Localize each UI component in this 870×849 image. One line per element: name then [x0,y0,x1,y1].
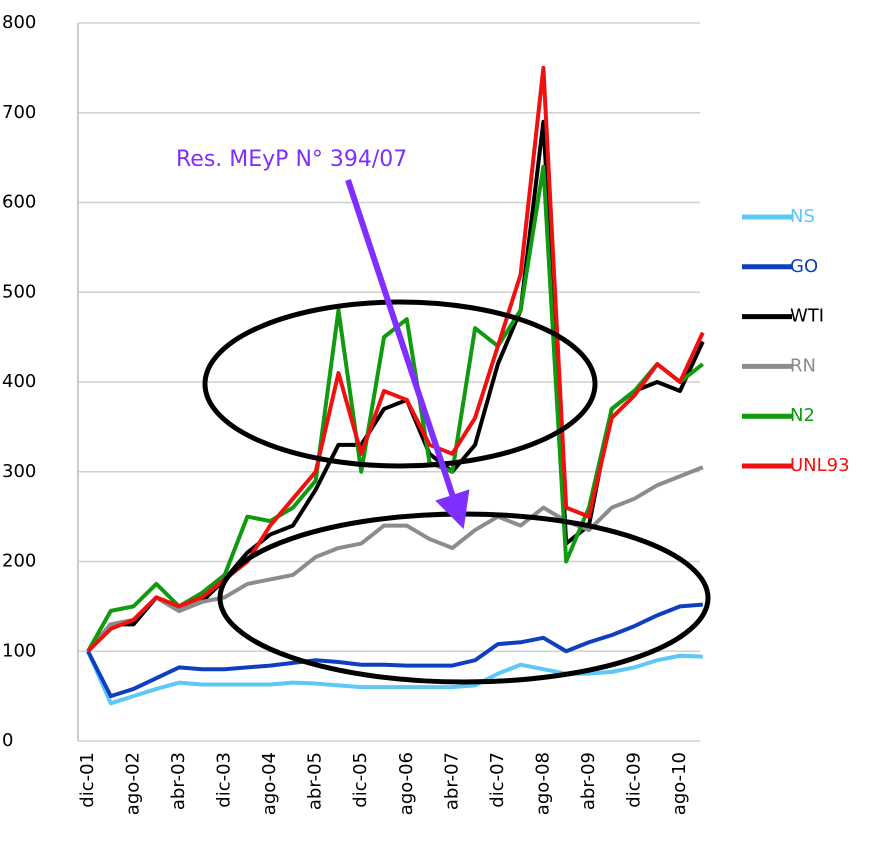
grid [78,22,700,742]
y-tick-label: 100 [2,640,36,661]
series-line [86,465,704,653]
x-tick-label: abr-05 [305,752,326,810]
legend-label: UNL93 [790,455,850,476]
x-tick-label: ago-08 [532,752,553,815]
x-tick-label: dic-09 [623,752,644,808]
x-tick-label: dic-03 [214,752,235,808]
y-tick-label: 500 [2,281,36,302]
y-tick-label: 300 [2,461,36,482]
y-tick-label: 800 [2,12,36,33]
x-tick-label: ago-02 [123,752,144,815]
x-tick-label: dic-07 [487,752,508,808]
series-line [86,650,703,706]
arrow [345,179,470,530]
series-line [86,65,705,653]
x-tick-label: abr-03 [168,752,189,810]
x-tick-label: dic-01 [77,752,98,808]
x-tick-label: ago-06 [396,752,417,815]
legend-label: N2 [790,405,815,426]
y-tick-label: 700 [2,102,36,123]
series-line [86,119,705,653]
y-tick-label: 200 [2,551,36,572]
plot [86,65,705,706]
annotation: Res. MEyP N° 394/07 [176,147,407,172]
series-line [86,164,705,653]
y-tick-label: 600 [2,192,36,213]
x-tick-label: abr-07 [441,752,462,810]
y-tick-label: 400 [2,371,36,392]
y-tick-label: 0 [2,730,13,751]
legend-label: GO [790,256,818,277]
x-tick-label: ago-04 [259,752,280,815]
highlight-ellipse [202,299,598,469]
x-tick-label: dic-05 [350,752,371,808]
x-tick-label: abr-09 [578,752,599,810]
series-line [86,602,703,699]
x-tick-label: ago-10 [669,752,690,815]
legend-label: WTI [790,306,824,327]
legend-label: RN [790,355,816,376]
legend-label: NS [790,206,815,227]
